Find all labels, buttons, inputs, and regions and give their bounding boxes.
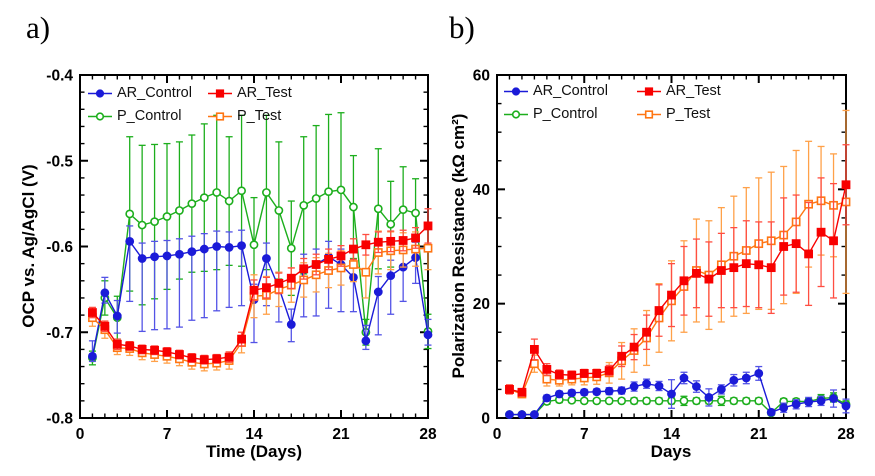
y-tick-label: 60 <box>473 68 490 85</box>
y-tick-label: -0.7 <box>46 325 73 342</box>
panel-b-x-axis-title: Days <box>650 442 692 461</box>
y-tick-label: -0.5 <box>46 153 73 170</box>
y-tick-label: -0.8 <box>46 411 73 428</box>
legend-label-ar-control: AR_Control <box>533 83 608 99</box>
legend-label-ar-test: AR_Test <box>666 83 721 99</box>
legend-item-ar-control: AR_Control <box>504 83 637 99</box>
legend-marker-ar-test-icon <box>637 86 661 96</box>
panel-b-label: b) <box>449 10 475 45</box>
x-tick-label: 28 <box>419 426 437 443</box>
legend-label-p-control: P_Control <box>117 108 182 124</box>
legend-marker-ar-control-icon <box>88 88 112 98</box>
legend-item-ar-test: AR_Test <box>208 85 292 101</box>
legend-marker-p-test-icon <box>637 109 661 119</box>
legend-label-p-control: P_Control <box>533 106 598 122</box>
legend-item-p-test: P_Test <box>637 106 721 122</box>
legend-item-p-test: P_Test <box>208 108 292 124</box>
x-tick-label: 7 <box>163 426 172 443</box>
legend-marker-ar-test-icon <box>208 88 232 98</box>
x-tick-label: 28 <box>837 426 855 443</box>
legend-label-p-test: P_Test <box>666 106 711 122</box>
legend-marker-ar-control-icon <box>504 86 528 96</box>
panel-b-legend: AR_Control AR_Test P_Control P_Test <box>504 83 721 122</box>
panel-a-x-axis-title: Time (Days) <box>205 442 303 461</box>
panel-b-plot: 0 7 14 21 28 0 20 40 60 <box>473 68 855 444</box>
y-tick-label: 0 <box>481 411 490 428</box>
panel-a-label: a) <box>26 10 51 45</box>
panel-a-plot: 0 7 14 21 28 -0.8 -0.7 -0.6 -0.5 -0.4 <box>46 68 437 444</box>
x-tick-label: 0 <box>76 426 85 443</box>
panel-a-legend: AR_Control AR_Test P_Control P_Test <box>88 85 292 124</box>
panel-a-y-axis-title: OCP vs. Ag/AgCl (V) <box>19 164 38 328</box>
panel-a-axes: 0 7 14 21 28 -0.8 -0.7 -0.6 -0.5 -0.4 <box>46 68 437 444</box>
x-tick-label: 14 <box>245 426 263 443</box>
x-tick-label: 21 <box>332 426 350 443</box>
legend-item-ar-test: AR_Test <box>637 83 721 99</box>
legend-label-ar-test: AR_Test <box>237 85 292 101</box>
y-tick-label: 40 <box>473 182 490 199</box>
panel-b-axes: 0 7 14 21 28 0 20 40 60 <box>473 68 855 444</box>
series-p-test <box>505 109 851 399</box>
y-tick-label: 20 <box>473 296 490 313</box>
y-tick-label: -0.4 <box>46 68 73 85</box>
series-ar-control <box>505 365 851 419</box>
legend-marker-p-control-icon <box>504 109 528 119</box>
panel-b-y-axis-title: Polarization Resistance (kΩ cm²) <box>449 113 468 379</box>
legend-label-p-test: P_Test <box>237 108 282 124</box>
series-ar-test <box>88 208 433 365</box>
legend-item-p-control: P_Control <box>88 108 208 124</box>
legend-item-ar-control: AR_Control <box>88 85 208 101</box>
x-tick-label: 7 <box>580 426 589 443</box>
x-tick-label: 14 <box>663 426 681 443</box>
x-tick-label: 21 <box>750 426 768 443</box>
legend-item-p-control: P_Control <box>504 106 637 122</box>
legend-marker-p-test-icon <box>208 111 232 121</box>
y-tick-label: -0.6 <box>46 239 73 256</box>
legend-marker-p-control-icon <box>88 111 112 121</box>
legend-label-ar-control: AR_Control <box>117 85 192 101</box>
x-tick-label: 0 <box>493 426 502 443</box>
series-ar-test <box>505 144 851 397</box>
